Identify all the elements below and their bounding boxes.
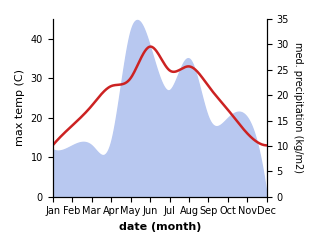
X-axis label: date (month): date (month) [119, 222, 201, 232]
Y-axis label: med. precipitation (kg/m2): med. precipitation (kg/m2) [293, 42, 303, 173]
Y-axis label: max temp (C): max temp (C) [15, 69, 25, 146]
